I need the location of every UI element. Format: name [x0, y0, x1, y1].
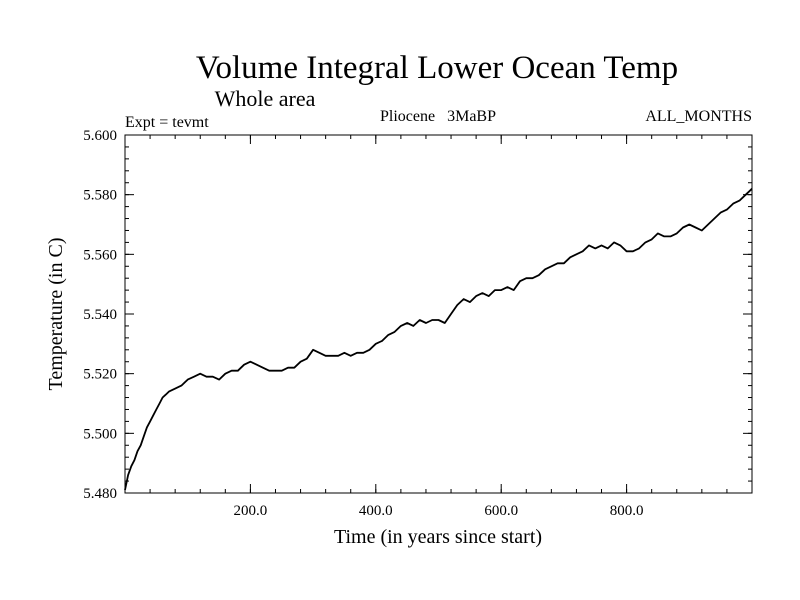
y-tick-label: 5.540	[83, 307, 117, 323]
period-label: Pliocene 3MaBP	[380, 108, 496, 125]
chart-subtitle: Whole area	[215, 86, 316, 111]
months-label: ALL_MONTHS	[645, 108, 752, 125]
major-ticks	[125, 134, 752, 494]
temperature-series-line	[124, 188, 753, 491]
plot-frame	[124, 134, 753, 494]
x-tick-label: 800.0	[610, 503, 644, 519]
y-tick-label: 5.520	[83, 367, 117, 383]
x-tick-label: 600.0	[484, 503, 518, 519]
y-tick-label: 5.600	[83, 128, 117, 144]
y-tick-labels: 5.480 5.500 5.520 5.540 5.560 5.580 5.600	[83, 128, 117, 502]
y-tick-label: 5.480	[83, 486, 117, 502]
x-axis-label: Time (in years since start)	[334, 526, 542, 548]
y-tick-label: 5.500	[83, 426, 117, 442]
x-tick-label: 400.0	[359, 503, 393, 519]
y-axis-label: Temperature (in C)	[45, 238, 67, 391]
x-tick-labels: 200.0 400.0 600.0 800.0	[234, 503, 644, 519]
chart-title: Volume Integral Lower Ocean Temp	[196, 50, 678, 86]
y-tick-label: 5.560	[83, 247, 117, 263]
experiment-label: Expt = tevmt	[125, 114, 209, 131]
x-tick-label: 200.0	[234, 503, 268, 519]
y-tick-label: 5.580	[83, 188, 117, 204]
